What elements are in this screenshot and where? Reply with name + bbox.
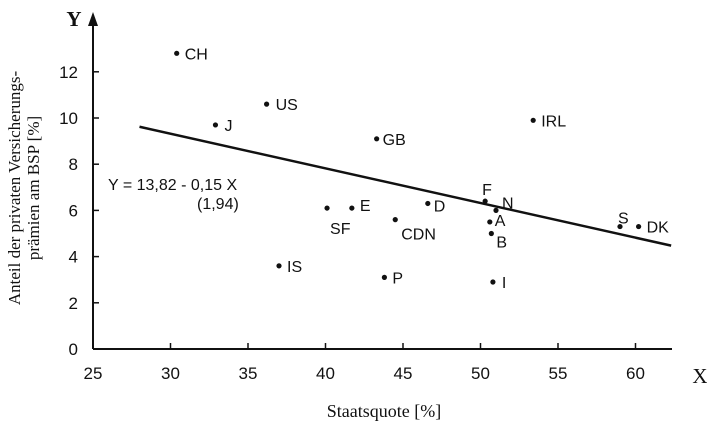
point-label-us: US — [276, 97, 298, 114]
x-tick-label: 25 — [84, 364, 103, 383]
regression-equation: Y = 13,82 - 0,15 X — [108, 177, 237, 194]
x-tick-label: 45 — [394, 364, 413, 383]
point-label-irl: IRL — [541, 113, 566, 130]
x-tick-label: 55 — [549, 364, 568, 383]
point-label-is: IS — [287, 259, 302, 276]
point-label-p: P — [392, 270, 403, 287]
x-tick-label: 60 — [626, 364, 645, 383]
y-axis-arrow — [88, 12, 98, 26]
point-n — [493, 207, 499, 213]
point-b — [488, 230, 494, 237]
point-f — [482, 198, 488, 204]
point-e — [349, 205, 355, 211]
point-label-sf: SF — [330, 221, 351, 238]
y-axis-title: Anteil der privaten Versicherungs- prämi… — [5, 71, 43, 306]
point-dk — [636, 223, 642, 230]
y-axis-letter: Y — [66, 7, 81, 31]
point-label-cdn: CDN — [401, 227, 436, 244]
point-is — [276, 263, 282, 269]
y-tick-label: 8 — [69, 155, 78, 174]
x-tick-label: 40 — [316, 364, 335, 383]
x-axis-title: Staatsquote [%] — [327, 401, 441, 421]
regression-t-value: (1,94) — [197, 196, 239, 213]
point-sf — [324, 205, 330, 211]
x-ticks: 25 30 35 40 45 50 55 60 — [84, 343, 645, 383]
x-axis-letter: X — [692, 364, 707, 388]
point-irl — [530, 117, 536, 123]
y-axis-title-line-1: Anteil der privaten Versicherungs- — [5, 71, 24, 306]
y-tick-label: 10 — [59, 109, 78, 128]
point-us — [264, 101, 270, 107]
y-axis-title-line-2: prämien am BSP [%] — [24, 116, 43, 260]
point-label-gb: GB — [383, 132, 406, 149]
y-tick-label: 6 — [69, 201, 78, 220]
point-a — [487, 219, 493, 225]
point-label-f: F — [482, 182, 492, 199]
point-i — [490, 279, 496, 285]
point-label-i: I — [502, 275, 506, 292]
point-j — [212, 122, 219, 128]
point-label-n: N — [502, 195, 514, 212]
point-p — [381, 274, 387, 280]
y-tick-label: 4 — [69, 248, 78, 267]
point-label-dk: DK — [647, 220, 670, 237]
point-label-d: D — [434, 198, 446, 215]
point-gb — [374, 136, 380, 142]
point-label-j: J — [224, 118, 232, 135]
point-label-ch: CH — [185, 46, 208, 63]
x-tick-label: 35 — [239, 364, 258, 383]
point-label-s: S — [618, 211, 629, 228]
point-label-a: A — [495, 213, 506, 230]
point-label-e: E — [360, 198, 371, 215]
point-s — [617, 223, 623, 230]
y-tick-label: 2 — [69, 294, 78, 313]
point-label-b: B — [496, 235, 507, 252]
y-tick-label: 0 — [69, 340, 78, 359]
x-tick-label: 50 — [471, 364, 490, 383]
point-d — [425, 200, 431, 207]
x-tick-label: 30 — [161, 364, 180, 383]
point-ch — [174, 50, 180, 56]
point-cdn — [392, 217, 398, 223]
regression-line — [139, 125, 672, 247]
y-ticks: 0 2 4 6 8 10 12 — [59, 63, 99, 359]
y-tick-label: 12 — [59, 63, 78, 82]
axes: Y X — [66, 7, 707, 388]
